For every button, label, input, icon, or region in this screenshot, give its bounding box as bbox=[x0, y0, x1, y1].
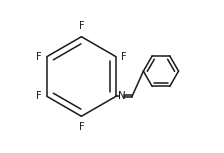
Text: N: N bbox=[118, 91, 125, 101]
Text: F: F bbox=[36, 91, 42, 101]
Text: F: F bbox=[36, 52, 42, 62]
Text: F: F bbox=[79, 21, 84, 31]
Text: F: F bbox=[121, 52, 127, 62]
Text: F: F bbox=[79, 122, 84, 132]
